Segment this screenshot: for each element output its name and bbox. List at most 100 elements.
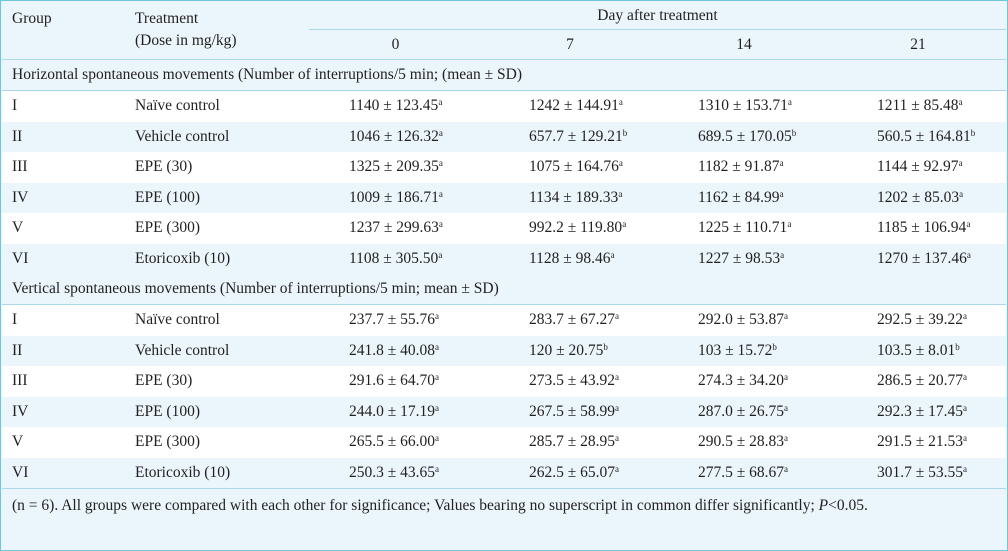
group-cell: VI — [12, 249, 29, 267]
table-row: VI Etoricoxib (10) 1108 ± 305.50a 1128 ± 98… — [2, 244, 1006, 275]
value-cell: 689.5 ± 170.05b — [658, 122, 830, 153]
significance-superscript: a — [435, 463, 440, 474]
value-text: 1075 ± 164.76 — [529, 158, 619, 176]
treatment-cell: EPE (300) — [135, 219, 201, 237]
value-cell: 274.3 ± 34.20a — [658, 366, 830, 397]
value-text: 1242 ± 144.91 — [529, 97, 619, 115]
footnote-row: (n = 6). All groups were compared with e… — [2, 488, 1006, 551]
value-cell: 285.7 ± 28.95a — [482, 427, 658, 458]
table-row: VI Etoricoxib (10) 250.3 ± 43.65a 262.5 ± 6… — [2, 458, 1006, 489]
table-row: V EPE (300) 1237 ± 299.63a 992.2 ± 119.80a 1… — [2, 213, 1006, 244]
day-14-header: 14 — [658, 29, 830, 60]
treatment-cell: EPE (30) — [135, 372, 193, 390]
value-text: 689.5 ± 170.05 — [698, 127, 792, 145]
value-text: 283.7 ± 67.27 — [529, 311, 616, 329]
group-cell: I — [12, 311, 18, 329]
treatment-header-line2: (Dose in mg/kg) — [135, 32, 237, 49]
group-cell: III — [12, 372, 28, 390]
significance-superscript: a — [438, 188, 443, 199]
value-cell: 1242 ± 144.91a — [482, 91, 658, 122]
significance-superscript: a — [438, 158, 443, 169]
value-cell: 265.5 ± 66.00a — [309, 427, 482, 458]
value-cell: 1185 ± 106.94a — [830, 213, 1006, 244]
value-cell: 992.2 ± 119.80a — [482, 213, 658, 244]
value-cell: 292.0 ± 53.87a — [658, 305, 830, 336]
significance-superscript: a — [963, 311, 968, 322]
significance-superscript: a — [435, 402, 440, 413]
table-row: II Vehicle control 241.8 ± 40.08a 120 ± 20.… — [2, 336, 1006, 367]
footnote-text: (n = 6). All groups were compared with e… — [12, 497, 815, 514]
footnote: (n = 6). All groups were compared with e… — [2, 488, 1006, 551]
value-text: 287.0 ± 26.75 — [698, 402, 785, 420]
value-text: 277.5 ± 68.67 — [698, 463, 785, 481]
value-cell: 244.0 ± 17.19a — [309, 397, 482, 428]
group-header: Group — [2, 2, 135, 60]
treatment-header-line1: Treatment — [135, 10, 199, 27]
value-text: 237.7 ± 55.76 — [349, 311, 436, 329]
significance-superscript: a — [780, 249, 785, 260]
significance-superscript: b — [970, 127, 976, 138]
value-cell: 291.6 ± 64.70a — [309, 366, 482, 397]
value-text: 1182 ± 91.87 — [698, 158, 780, 176]
treatment-cell: EPE (100) — [135, 402, 201, 420]
value-text: 1237 ± 299.63 — [349, 219, 439, 237]
day-0-header: 0 — [309, 29, 482, 60]
value-text: 291.6 ± 64.70 — [349, 372, 436, 390]
value-text: 1227 ± 98.53 — [698, 249, 781, 267]
significance-superscript: a — [615, 311, 620, 322]
significance-superscript: a — [435, 433, 440, 444]
value-text: 292.0 ± 53.87 — [698, 311, 785, 329]
significance-superscript: a — [784, 402, 789, 413]
footnote-p-label: P — [818, 497, 829, 514]
significance-superscript: a — [958, 97, 963, 108]
section-title-row: Vertical spontaneous movements (Number o… — [2, 274, 1006, 305]
value-cell: 560.5 ± 164.81b — [830, 122, 1006, 153]
value-text: 992.2 ± 119.80 — [529, 219, 623, 237]
value-text: 262.5 ± 65.07 — [529, 463, 616, 481]
significance-superscript: a — [959, 188, 964, 199]
value-text: 1108 ± 305.50 — [349, 249, 439, 267]
significance-superscript: a — [784, 433, 789, 444]
value-text: 1225 ± 110.71 — [698, 219, 788, 237]
significance-superscript: a — [784, 311, 789, 322]
value-text: 1128 ± 98.46 — [529, 249, 611, 267]
value-cell: 1325 ± 209.35a — [309, 152, 482, 183]
footnote-p-value: <0.05. — [828, 497, 868, 514]
treatment-cell: Naïve control — [135, 97, 220, 115]
value-cell: 1310 ± 153.71a — [658, 91, 830, 122]
significance-superscript: a — [958, 158, 963, 169]
group-cell: III — [12, 158, 28, 176]
value-cell: 292.5 ± 39.22a — [830, 305, 1006, 336]
value-cell: 277.5 ± 68.67a — [658, 458, 830, 489]
value-cell: 273.5 ± 43.92a — [482, 366, 658, 397]
value-text: 1140 ± 123.45 — [349, 97, 439, 115]
value-text: 292.5 ± 39.22 — [877, 311, 964, 329]
value-cell: 287.0 ± 26.75a — [658, 397, 830, 428]
table-row: I Naïve control 1140 ± 123.45a 1242 ± 144.9… — [2, 90, 1006, 122]
significance-superscript: a — [438, 127, 443, 138]
group-cell: V — [12, 433, 24, 451]
value-cell: 1144 ± 92.97a — [830, 152, 1006, 183]
table-row: III EPE (30) 1325 ± 209.35a 1075 ± 164.76a 1… — [2, 152, 1006, 183]
group-cell: IV — [12, 402, 29, 420]
significance-superscript: a — [787, 219, 792, 230]
value-text: 291.5 ± 21.53 — [877, 433, 964, 451]
significance-superscript: a — [618, 97, 623, 108]
header-row-2: 0 7 14 21 — [2, 29, 1006, 60]
value-cell: 267.5 ± 58.99a — [482, 397, 658, 428]
value-text: 250.3 ± 43.65 — [349, 463, 436, 481]
table-row: I Naïve control 237.7 ± 55.76a 283.7 ± 67.2… — [2, 304, 1006, 336]
group-cell: II — [12, 341, 23, 359]
value-cell: 1140 ± 123.45a — [309, 91, 482, 122]
value-text: 1162 ± 84.99 — [698, 188, 780, 206]
significance-superscript: a — [615, 372, 620, 383]
significance-superscript: a — [779, 158, 784, 169]
value-cell: 120 ± 20.75b — [482, 336, 658, 367]
significance-superscript: a — [963, 433, 968, 444]
value-text: 286.5 ± 20.77 — [877, 372, 964, 390]
significance-superscript: a — [784, 463, 789, 474]
significance-superscript: a — [435, 341, 440, 352]
value-cell: 1108 ± 305.50a — [309, 244, 482, 275]
value-cell: 290.5 ± 28.83a — [658, 427, 830, 458]
